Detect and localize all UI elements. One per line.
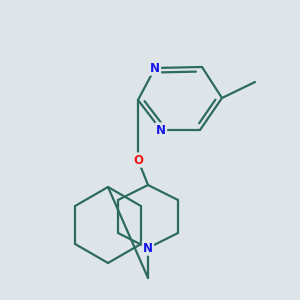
Text: O: O xyxy=(133,154,143,166)
Text: N: N xyxy=(156,124,166,136)
Text: N: N xyxy=(150,61,160,74)
Text: N: N xyxy=(143,242,153,254)
